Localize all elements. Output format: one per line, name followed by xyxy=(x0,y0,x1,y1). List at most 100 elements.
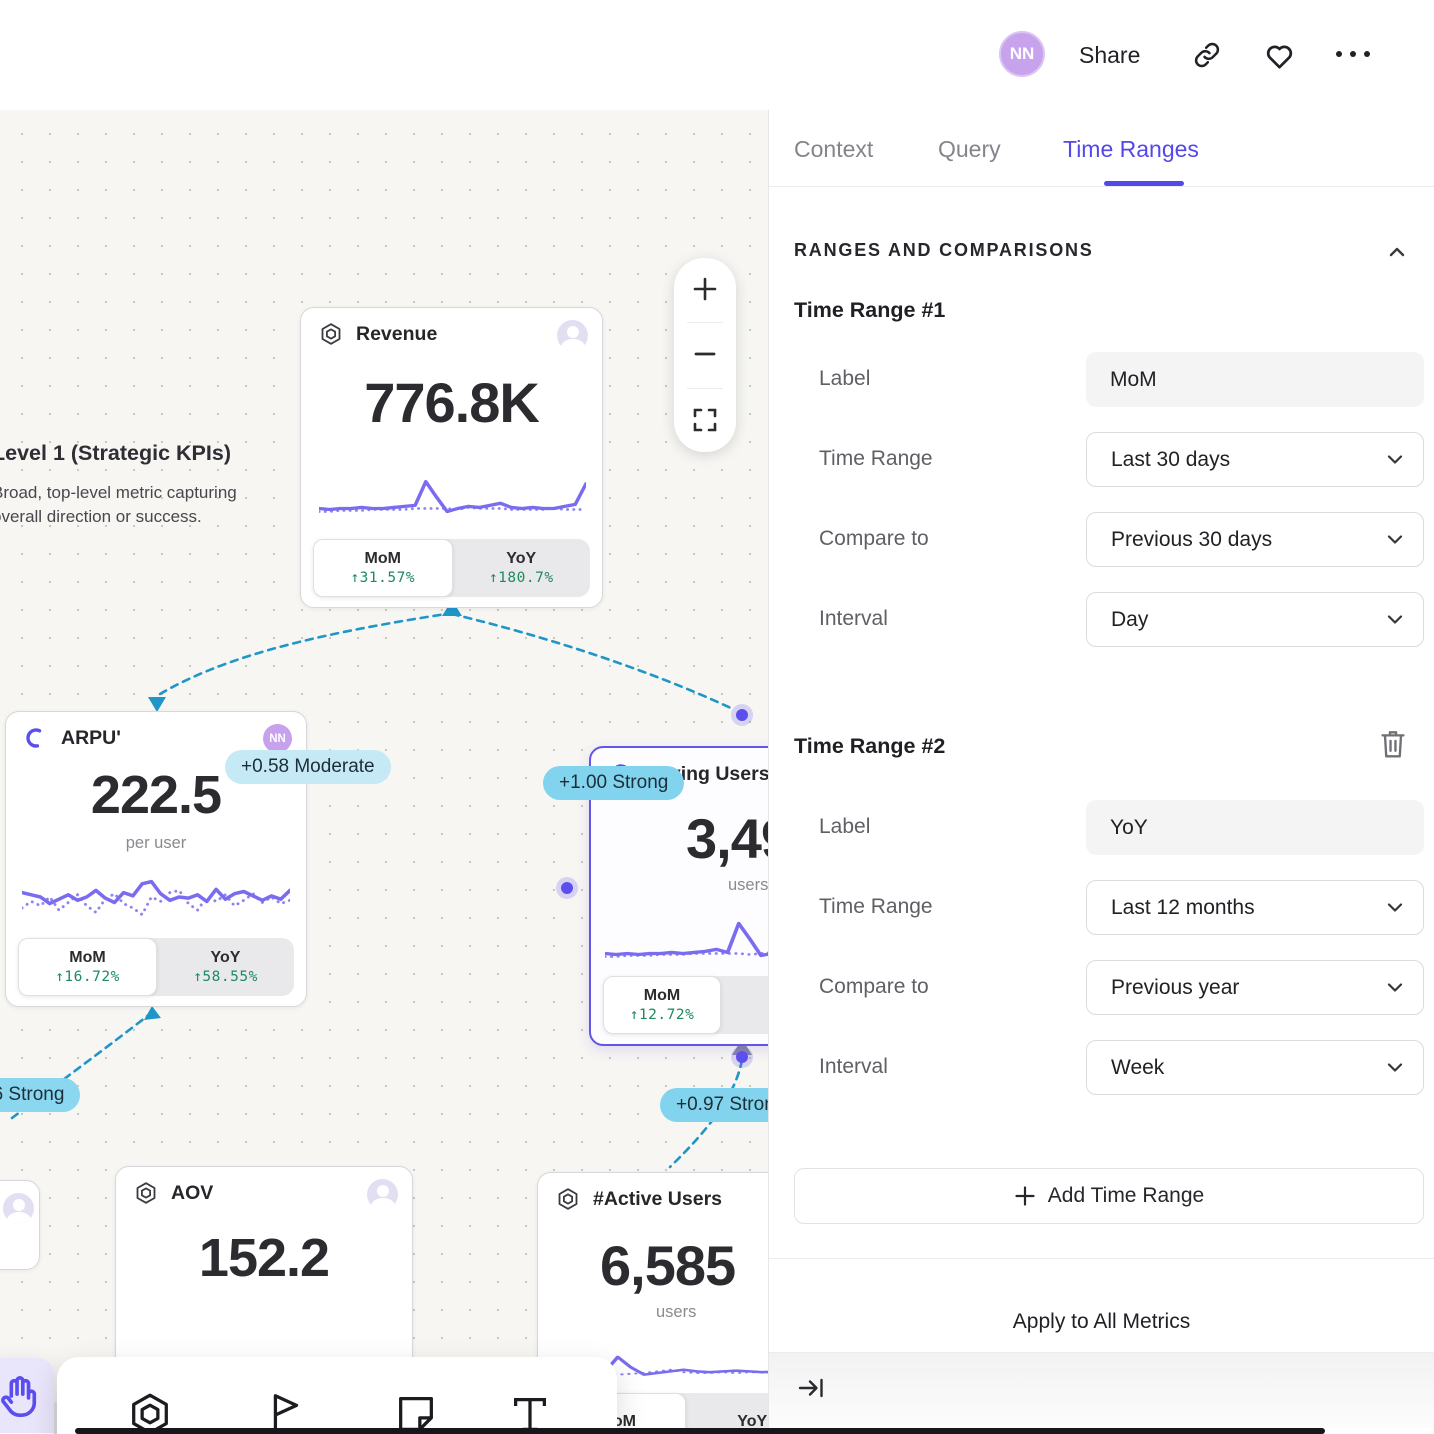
compare-to-select[interactable]: Previous 30 days xyxy=(1086,512,1424,567)
heart-icon xyxy=(1266,45,1293,69)
tab-time-ranges[interactable]: Time Ranges xyxy=(1063,136,1199,162)
toggle-yoy[interactable]: YoY ↑58.55% xyxy=(193,949,258,985)
group-note-body-line1: Broad, top-level metric capturing xyxy=(0,483,237,502)
metric-card-revenue[interactable]: Revenue 776.8K MoM ↑31.57% YoY ↑180.7% xyxy=(300,307,603,608)
card-title: AOV xyxy=(171,1181,214,1204)
chevron-down-icon xyxy=(1387,1063,1403,1072)
arrowhead-into-arpu-bottom xyxy=(144,1006,161,1020)
compare-to-row-label: Compare to xyxy=(819,975,929,998)
time-range-row-label: Time Range xyxy=(819,895,933,918)
chevron-down-icon xyxy=(1387,903,1403,912)
avatar xyxy=(3,1193,34,1224)
correlation-badge-strong-cut[interactable]: 66 Strong xyxy=(0,1078,81,1112)
edge-revenue-paying xyxy=(450,612,735,711)
compare-to-row-label: Compare to xyxy=(819,527,929,550)
active-tab-indicator xyxy=(1104,181,1184,186)
group-note-title: Level 1 (Strategic KPIs) xyxy=(0,441,231,465)
add-time-range-button[interactable]: Add Time Range xyxy=(794,1168,1424,1224)
correlation-badge-strong-1[interactable]: +1.00 Strong xyxy=(543,766,685,800)
toolbar-note-button[interactable]: Note xyxy=(393,1391,439,1434)
label-input[interactable]: YoY xyxy=(1086,800,1424,855)
share-button[interactable]: Share xyxy=(1079,42,1141,68)
note-icon xyxy=(398,1397,433,1431)
metric-value: 3,49 xyxy=(686,807,768,870)
zoom-controls xyxy=(674,258,736,452)
toggle-yoy[interactable]: YoY xyxy=(737,1413,768,1430)
toggle-mom[interactable]: MoM ↑12.72% xyxy=(603,976,721,1034)
metric-tree-canvas[interactable]: Level 1 (Strategic KPIs) Broad, top-leve… xyxy=(0,110,768,1434)
metric-unit: per user xyxy=(125,834,187,852)
mom-change: ↑16.72% xyxy=(55,969,120,985)
link-icon xyxy=(1194,42,1220,68)
zoom-in-button[interactable] xyxy=(674,258,736,320)
collapse-section-button[interactable] xyxy=(1385,240,1409,269)
metric-value: 222.5 xyxy=(90,765,222,825)
toolbar-strategy-button[interactable]: Strategy xyxy=(246,1391,324,1434)
connector-handle[interactable] xyxy=(556,877,578,899)
mom-change: ↑12.72% xyxy=(629,1007,695,1023)
time-range-select[interactable]: Last 30 days xyxy=(1086,432,1424,487)
window-bottom-edge xyxy=(75,1428,1325,1434)
object-toolbar: Metric Strategy Note Text xyxy=(57,1357,617,1434)
avatar xyxy=(367,1179,398,1210)
group-note-level1: Level 1 (Strategic KPIs) Broad, top-leve… xyxy=(0,441,237,528)
chevron-down-icon xyxy=(1387,983,1403,992)
avatar xyxy=(557,320,588,351)
more-options-button[interactable] xyxy=(1334,48,1372,60)
time-range-select[interactable]: Last 12 months xyxy=(1086,880,1424,935)
toggle-mom[interactable]: MoM ↑31.57% xyxy=(313,539,453,597)
collaborator-badge: NN xyxy=(263,724,292,753)
label-row-label: Label xyxy=(819,815,871,838)
label-row-label: Label xyxy=(819,367,871,390)
time-range-2-title: Time Range #2 xyxy=(794,734,946,758)
zoom-out-button[interactable] xyxy=(674,323,736,385)
flag-icon xyxy=(274,1394,299,1434)
interval-select[interactable]: Week xyxy=(1086,1040,1424,1095)
favorite-button[interactable] xyxy=(1263,39,1296,72)
chevron-down-icon xyxy=(1387,535,1403,544)
edge-arpu-aov xyxy=(10,1012,152,1120)
metric-card-cut-left[interactable] xyxy=(0,1180,40,1270)
tool-strip xyxy=(0,1358,54,1434)
tab-query[interactable]: Query xyxy=(938,136,1001,162)
metric-hexagon-icon xyxy=(136,1182,156,1204)
toggle-mom[interactable]: MoM ↑16.72% xyxy=(18,938,157,996)
plus-icon xyxy=(693,277,717,301)
time-range-1-title: Time Range #1 xyxy=(794,298,946,322)
interval-select[interactable]: Day xyxy=(1086,592,1424,647)
correlation-badge-moderate[interactable]: +0.58 Moderate xyxy=(225,750,391,784)
yoy-change: ↑58.55% xyxy=(193,969,258,985)
metric-value: 6,585 xyxy=(600,1234,736,1297)
connector-handle[interactable] xyxy=(731,704,753,726)
metric-card-arpu[interactable]: ARPU' NN 222.5 per user MoM ↑16.72% YoY … xyxy=(5,711,307,1007)
copy-link-button[interactable] xyxy=(1192,40,1222,70)
sparkline-chart xyxy=(605,921,768,958)
yoy-change: ↑180.7% xyxy=(488,570,554,586)
correlation-badge-strong-2[interactable]: +0.97 Strong xyxy=(660,1088,768,1122)
toggle-yoy[interactable] xyxy=(721,976,768,1034)
timerange-toggle: MoM ↑16.72% YoY ↑58.55% xyxy=(18,938,294,996)
sparkline-chart xyxy=(319,479,586,514)
tab-context[interactable]: Context xyxy=(794,136,874,162)
fit-view-button[interactable] xyxy=(674,389,736,451)
toggle-yoy[interactable]: YoY ↑180.7% xyxy=(488,550,554,586)
apply-to-all-metrics-button[interactable]: Apply to All Metrics xyxy=(1012,1310,1191,1333)
user-avatar[interactable]: NN xyxy=(999,31,1045,77)
connector-handle[interactable] xyxy=(731,1046,753,1068)
metric-unit: users xyxy=(656,1303,697,1321)
hand-tool-button[interactable] xyxy=(0,1358,54,1433)
app-header: NN Share xyxy=(0,0,1434,110)
metric-unit: users xyxy=(728,876,768,894)
minus-icon xyxy=(694,352,716,356)
time-range-row-label: Time Range xyxy=(819,447,933,470)
compare-to-select[interactable]: Previous year xyxy=(1086,960,1424,1015)
edge-revenue-arpu xyxy=(158,612,448,696)
collapse-panel-button[interactable] xyxy=(797,1375,825,1406)
metric-hexagon-icon xyxy=(321,323,341,345)
panel-bottom-bar xyxy=(769,1353,1434,1428)
timerange-toggle: MoM ↑12.72% xyxy=(603,976,768,1034)
chevron-up-icon xyxy=(1389,247,1405,257)
arrowhead-into-arpu-top xyxy=(148,697,166,712)
delete-time-range-button[interactable] xyxy=(1378,728,1408,765)
label-input[interactable]: MoM xyxy=(1086,352,1424,407)
